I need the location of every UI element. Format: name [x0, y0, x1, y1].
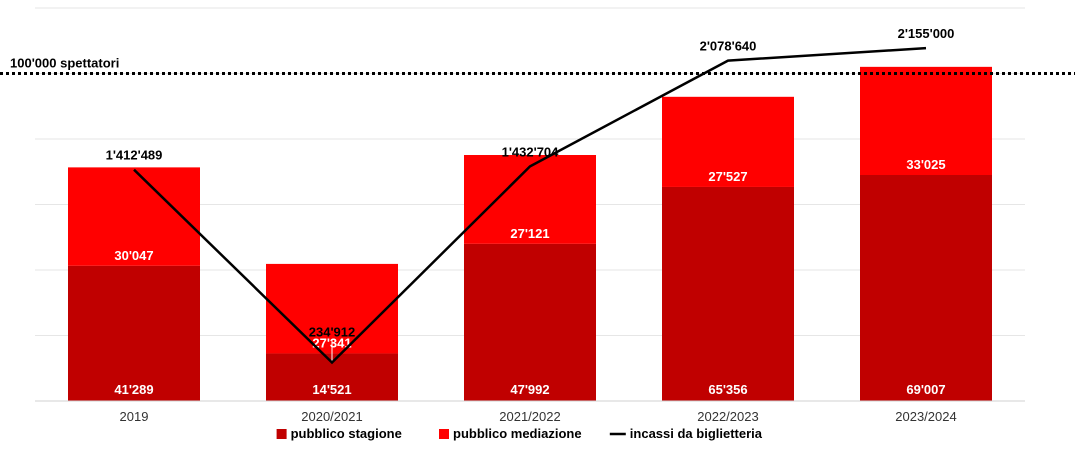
data-label-pubblico-mediazione-2: 27'121 — [510, 226, 549, 241]
data-label-pubblico-stagione-1: 14'521 — [312, 382, 351, 397]
x-tick-label-1: 2020/2021 — [301, 409, 362, 424]
bar-pubblico-mediazione-1 — [266, 263, 398, 354]
line-data-label-2: 1'432'704 — [502, 144, 560, 159]
legend-label-1: pubblico mediazione — [453, 426, 582, 441]
bar-pubblico-mediazione-2 — [464, 155, 596, 244]
data-label-pubblico-stagione-3: 65'356 — [708, 382, 747, 397]
data-label-pubblico-stagione-0: 41'289 — [114, 382, 153, 397]
data-label-pubblico-mediazione-4: 33'025 — [906, 157, 945, 172]
bar-pubblico-stagione-2 — [464, 243, 596, 401]
bar-pubblico-stagione-4 — [860, 175, 992, 401]
x-tick-label-4: 2023/2024 — [895, 409, 956, 424]
bar-pubblico-mediazione-4 — [860, 66, 992, 176]
data-label-pubblico-stagione-4: 69'007 — [906, 382, 945, 397]
x-tick-label-3: 2022/2023 — [697, 409, 758, 424]
data-label-pubblico-mediazione-0: 30'047 — [114, 248, 153, 263]
line-data-label-1: 234'912 — [309, 325, 355, 340]
data-label-pubblico-mediazione-3: 27'527 — [708, 169, 747, 184]
bar-pubblico-mediazione-3 — [662, 96, 794, 187]
line-data-label-4: 2'155'000 — [898, 26, 955, 41]
legend-label-0: pubblico stagione — [291, 426, 402, 441]
x-tick-label-2: 2021/2022 — [499, 409, 560, 424]
line-data-label-3: 2'078'640 — [700, 39, 757, 54]
line-data-label-0: 1'412'489 — [106, 148, 163, 163]
data-label-pubblico-stagione-2: 47'992 — [510, 382, 549, 397]
bar-pubblico-mediazione-0 — [68, 167, 200, 266]
x-tick-label-0: 2019 — [120, 409, 149, 424]
bar-pubblico-stagione-3 — [662, 186, 794, 401]
legend-swatch-1 — [439, 429, 449, 439]
reference-line-label: 100'000 spettatori — [10, 56, 119, 71]
bar-pubblico-stagione-0 — [68, 265, 200, 401]
legend-label-2: incassi da biglietteria — [630, 426, 763, 441]
legend-swatch-0 — [276, 429, 287, 439]
